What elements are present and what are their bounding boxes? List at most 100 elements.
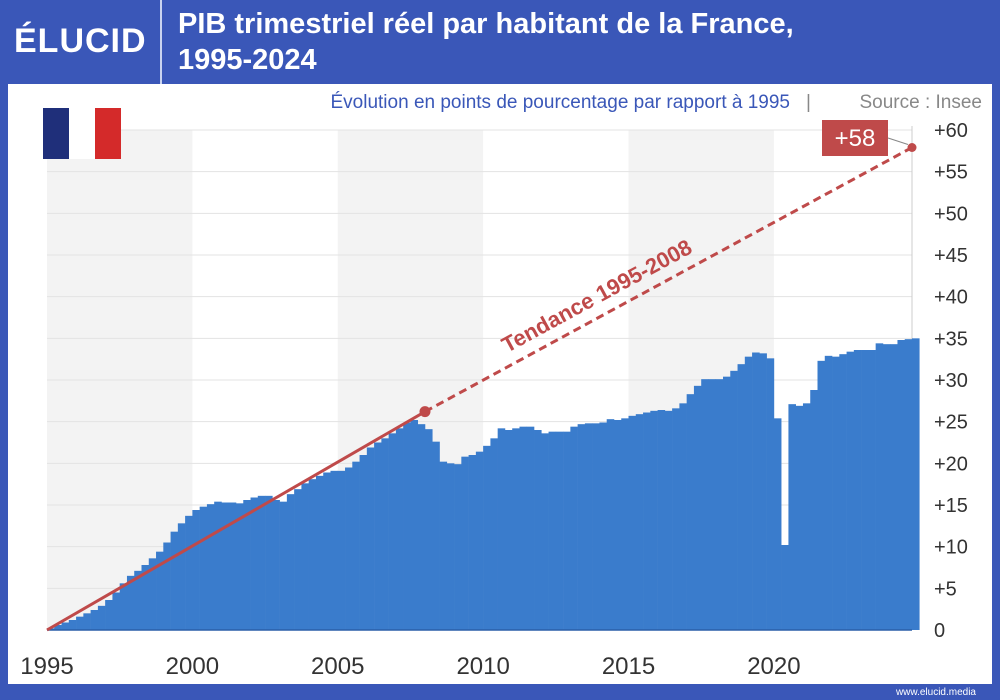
bar (170, 531, 179, 630)
bar (650, 410, 658, 630)
bar (621, 418, 629, 630)
bar (381, 438, 389, 630)
y-tick-label: +55 (934, 162, 968, 184)
bar (141, 565, 150, 630)
x-tick-label: 2000 (166, 653, 219, 680)
bar (221, 502, 230, 630)
title-line-1: PIB trimestriel réel par habitant de la … (178, 8, 794, 40)
trend-line-solid (46, 410, 426, 632)
bar (723, 376, 731, 630)
bar (308, 479, 317, 630)
bar (759, 353, 767, 630)
subtitle-separator: | (806, 92, 811, 113)
trend-line-dashed (424, 146, 913, 413)
y-tick-label: +15 (934, 495, 968, 517)
x-tick-label: 2010 (456, 653, 509, 680)
bar (395, 428, 404, 630)
chart-subtitle: Évolution en points de pourcentage par r… (331, 92, 791, 113)
bar (853, 350, 862, 630)
bar (156, 551, 164, 630)
y-tick-label: +10 (934, 537, 968, 559)
bar (846, 351, 855, 630)
bar (403, 422, 411, 630)
bar (366, 447, 375, 630)
chart-source: Source : Insee (859, 92, 982, 113)
bar (788, 404, 796, 630)
trend-marker-end (907, 143, 917, 152)
bar (504, 430, 513, 630)
y-tick-label: +50 (934, 203, 968, 225)
x-tick-label: 1995 (20, 653, 73, 680)
bar (206, 504, 215, 630)
bar (773, 418, 782, 630)
bar (693, 385, 702, 630)
header: ÉLUCID PIB trimestriel réel par habitant… (0, 0, 1000, 84)
bar (243, 500, 251, 630)
bar (294, 489, 302, 630)
bar (417, 424, 426, 630)
bar (657, 410, 666, 630)
bar (337, 470, 346, 630)
bar (548, 431, 557, 630)
trend-marker-2008 (419, 406, 431, 418)
bar (126, 575, 135, 630)
bar (330, 470, 339, 630)
bar (752, 352, 760, 630)
bar (468, 455, 477, 630)
bar (577, 424, 586, 630)
bar (839, 354, 847, 630)
bar (148, 558, 157, 630)
bar (737, 364, 746, 630)
bar (519, 426, 528, 630)
bar (374, 442, 382, 630)
y-tick-label: +40 (934, 287, 968, 309)
bar (315, 475, 324, 630)
bar (461, 456, 469, 630)
bar (250, 497, 259, 630)
bar (555, 431, 564, 630)
bar (810, 390, 818, 630)
elucid-logo: ÉLUCID (14, 22, 147, 60)
bar (105, 600, 113, 630)
bar (272, 500, 280, 630)
y-tick-label: +45 (934, 245, 968, 267)
bar (875, 343, 884, 630)
bar (483, 445, 491, 630)
bar (672, 408, 680, 630)
bar (163, 542, 171, 630)
bar (90, 610, 99, 630)
bar (265, 495, 273, 630)
page-title: PIB trimestriel réel par habitant de la … (178, 6, 988, 78)
bar (388, 433, 397, 630)
bar (97, 605, 106, 630)
bar (832, 356, 840, 630)
bar (701, 379, 709, 630)
bar (781, 545, 789, 630)
bar (446, 463, 455, 630)
bar (424, 429, 433, 630)
y-tick-label: +30 (934, 370, 968, 392)
bar (490, 438, 498, 630)
bar (512, 428, 520, 630)
bar (584, 423, 593, 630)
bar (534, 430, 542, 630)
bar (54, 625, 62, 630)
bar (177, 523, 186, 630)
bar (715, 379, 724, 630)
bar (664, 410, 673, 630)
header-divider (160, 0, 162, 84)
bar (766, 358, 775, 630)
bar (235, 503, 244, 630)
trend-end-connector (887, 137, 909, 145)
bar (606, 419, 615, 630)
bar (679, 403, 687, 630)
bar (323, 472, 331, 630)
bar (730, 370, 738, 630)
title-line-2: 1995-2024 (178, 44, 317, 76)
bar (817, 360, 826, 630)
bar (643, 412, 651, 630)
footer-url: www.elucid.media (895, 687, 976, 698)
bar (708, 379, 717, 630)
bar (119, 583, 128, 630)
bar (286, 494, 295, 630)
